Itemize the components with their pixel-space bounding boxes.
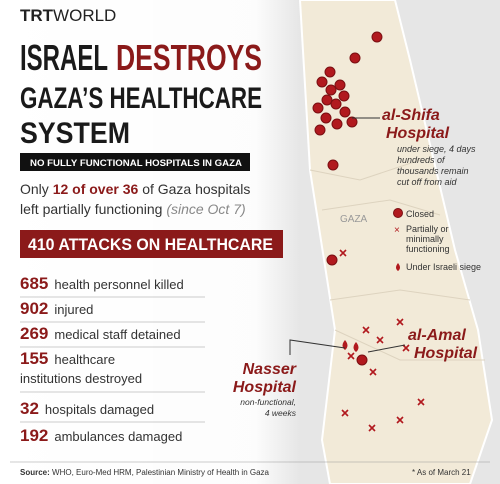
region-label: GAZA: [340, 214, 368, 225]
partial-hospital: [347, 352, 355, 360]
partial-hospital: [362, 326, 370, 334]
logo: TRTWORLD: [20, 6, 116, 25]
partial-hospital: [369, 368, 377, 376]
leader-line: [289, 339, 346, 355]
closed-hospital: [339, 106, 351, 118]
partial-hospital: [368, 424, 376, 432]
partial-hospital: [396, 318, 404, 326]
stat-label: institutions destroyed: [20, 371, 142, 386]
hospital-note: non-functional, 4 weeks: [240, 397, 297, 418]
map-markers: [312, 31, 425, 432]
closed-hospital: [334, 79, 346, 91]
stat-label: hospitals damaged: [45, 402, 154, 417]
closed-hospital: [371, 31, 383, 43]
hospital-name: Nasser Hospital: [233, 361, 297, 396]
closed-hospital: [312, 102, 324, 114]
stat-value: 269: [20, 324, 48, 343]
source-note: * As of March 21: [412, 468, 471, 477]
closed-hospital: [338, 90, 350, 102]
stat-label: medical staff detained: [54, 327, 180, 342]
legend-label: Closed: [406, 209, 434, 219]
legend-closed-icon: [393, 208, 403, 218]
closed-hospital: [331, 118, 343, 130]
partial-hospital: [339, 249, 347, 257]
closed-hospital: [316, 76, 328, 88]
stat-value: 32: [20, 399, 39, 418]
stat-label: health personnel killed: [54, 277, 183, 292]
closed-hospital: [320, 112, 332, 124]
source: Source: WHO, Euro-Med HRM, Palestinian M…: [20, 468, 270, 477]
legend-label: Partially or minimally functioning: [406, 224, 450, 254]
closed-hospital: [326, 254, 338, 266]
title: GAZA’S HEALTHCARE: [20, 82, 262, 115]
closed-hospital: [324, 66, 336, 78]
banner-text: NO FULLY FUNCTIONAL HOSPITALS IN GAZA: [30, 158, 242, 169]
closed-hospital: [346, 116, 358, 128]
stat-label: ambulances damaged: [54, 429, 182, 444]
closed-hospital: [327, 159, 339, 171]
partial-hospital: [402, 344, 410, 352]
stat-label: injured: [54, 302, 93, 317]
closed-hospital: [356, 354, 368, 366]
siege-hospital: [353, 342, 359, 352]
closed-hospital: [325, 84, 337, 96]
headline: 410 ATTACKS ON HEALTHCARE: [28, 235, 273, 254]
stat-value: 685: [20, 274, 48, 293]
stat-value: 902: [20, 299, 48, 318]
stat-value: 155: [20, 349, 48, 368]
title: ISRAEL: [20, 37, 108, 78]
closed-hospital: [321, 94, 333, 106]
closed-hospital: [330, 98, 342, 110]
summary: Only 12 of over 36 of Gaza hospitals left…: [20, 181, 250, 217]
title: DESTROYS: [116, 37, 262, 78]
hospital-note: under siege, 4 days hundreds of thousands …: [397, 144, 476, 187]
leader-line: [367, 344, 406, 353]
partial-hospital: [396, 416, 404, 424]
stat-value: 192: [20, 426, 48, 445]
headline-banner: [20, 230, 283, 258]
legend-label: Under Israeli siege: [406, 262, 481, 272]
district-borders: [309, 159, 485, 361]
hospital-name: al-Shifa Hospital: [382, 107, 450, 142]
legend-siege-icon: [396, 263, 400, 271]
banner: [20, 153, 250, 171]
partial-hospital: [417, 398, 425, 406]
closed-hospital: [314, 124, 326, 136]
legend-partial-icon: ×: [394, 225, 400, 236]
title: SYSTEM: [20, 117, 130, 150]
partial-hospital: [376, 336, 384, 344]
stat-label: healthcare: [54, 352, 115, 367]
closed-hospital: [349, 52, 361, 64]
hospital-name: al-Amal Hospital: [408, 327, 478, 362]
partial-hospital: [341, 409, 349, 417]
stats: 685 health personnel killed 902 injured 269 m…: [20, 274, 205, 445]
